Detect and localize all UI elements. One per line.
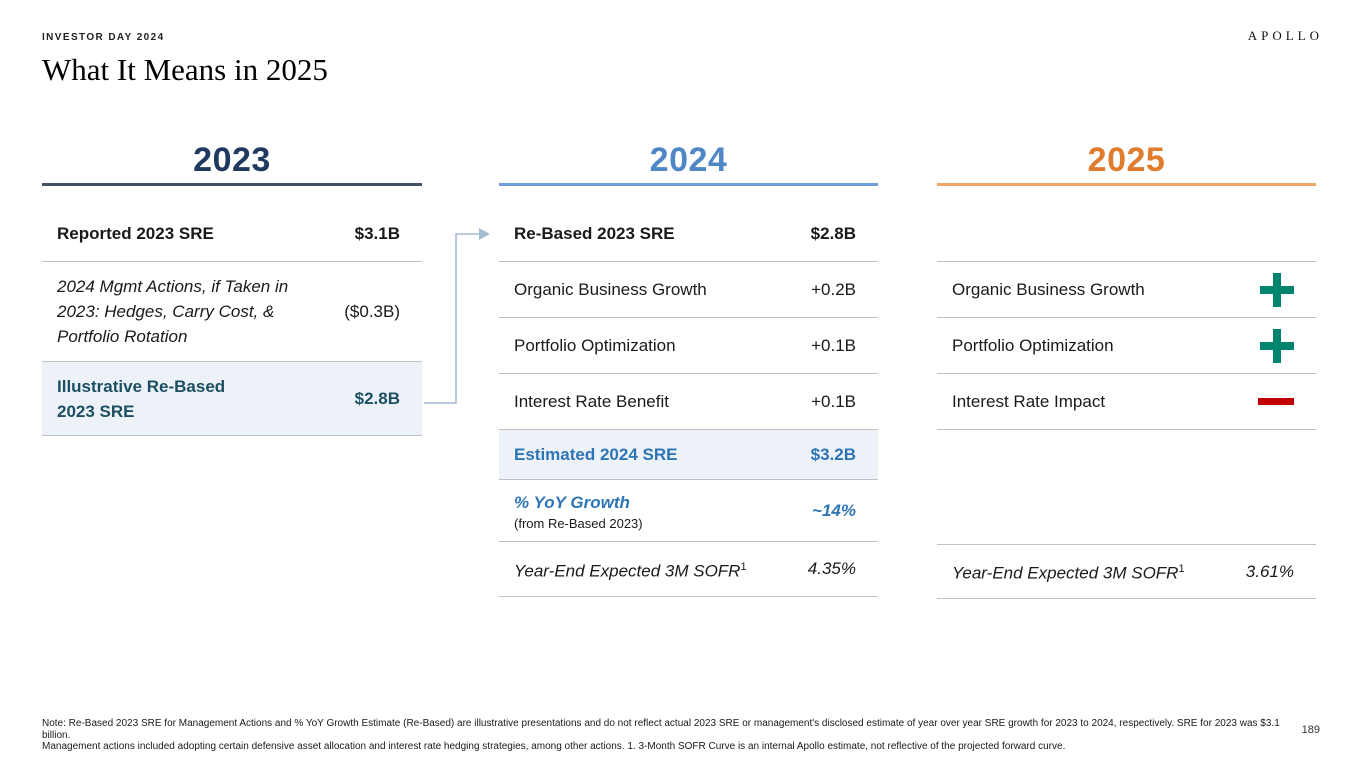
footnote-ref: 1 (1178, 563, 1185, 576)
row-label: Interest Rate Benefit (514, 392, 669, 411)
apollo-logo: APOLLO (1247, 28, 1323, 43)
plus-icon (1260, 328, 1294, 363)
row-organic-business-growth: Organic Business Growth +0.2B (499, 262, 878, 318)
row-label: Portfolio Optimization (952, 336, 1114, 355)
row-interest-rate-impact-2025: Interest Rate Impact (937, 374, 1316, 430)
footnote-line-1: Note: Re-Based 2023 SRE for Management A… (42, 718, 1280, 741)
column-2025-header: 2025 (937, 138, 1316, 186)
row-value: 3.61% (1245, 561, 1294, 581)
row-label: Year-End Expected 3M SOFR1 (514, 560, 747, 581)
row-value: $2.8B (810, 223, 856, 243)
row-illustrative-rebased-2023-sre: Illustrative Re-Based 2023 SRE $2.8B (42, 362, 422, 436)
row-yoy-growth: % YoY Growth (from Re-Based 2023) ~14% (499, 480, 878, 542)
row-value: +0.1B (811, 391, 856, 411)
row-value: $3.2B (810, 444, 856, 464)
row-value: ($0.3B) (344, 301, 400, 321)
row-label: Organic Business Growth (952, 280, 1145, 299)
row-value: ~14% (812, 500, 856, 520)
row-label: Interest Rate Impact (952, 392, 1106, 411)
page-title: What It Means in 2025 (42, 52, 328, 87)
eyebrow-investor-day: INVESTOR DAY 2024 (42, 32, 165, 43)
column-2024-header: 2024 (499, 138, 878, 186)
row-value: $2.8B (354, 388, 400, 408)
row-organic-business-growth-2025: Organic Business Growth (937, 262, 1316, 318)
row-portfolio-optimization: Portfolio Optimization +0.1B (499, 318, 878, 374)
row-label: Year-End Expected 3M SOFR1 (952, 563, 1185, 583)
row-label: Reported 2023 SRE (57, 224, 214, 243)
row-estimated-2024-sre: Estimated 2024 SRE $3.2B (499, 430, 878, 480)
footnote-ref: 1 (740, 560, 747, 573)
row-year-end-sofr-2025: Year-End Expected 3M SOFR1 3.61% (937, 544, 1316, 599)
row-label: Portfolio Optimization (514, 336, 676, 355)
row-empty (937, 206, 1316, 262)
row-value: 4.35% (807, 559, 856, 578)
row-value: $3.1B (354, 223, 400, 243)
footnote-line-2: Management actions included adopting cer… (42, 741, 1066, 752)
row-2024-mgmt-actions: 2024 Mgmt Actions, if Taken in 2023: Hed… (42, 262, 422, 362)
row-label: Estimated 2024 SRE (514, 445, 678, 464)
column-2025: 2025 Organic Business Growth Portfolio O… (937, 138, 1316, 599)
row-label: % YoY Growth (from Re-Based 2023) (514, 490, 643, 532)
flow-arrow (424, 228, 490, 404)
spacer (937, 430, 1316, 544)
row-portfolio-optimization-2025: Portfolio Optimization (937, 318, 1316, 374)
row-label: Re-Based 2023 SRE (514, 224, 675, 243)
row-interest-rate-benefit: Interest Rate Benefit +0.1B (499, 374, 878, 430)
column-2024: 2024 Re-Based 2023 SRE $2.8B Organic Bus… (499, 138, 878, 597)
row-value: +0.2B (811, 279, 856, 299)
row-label: Illustrative Re-Based 2023 SRE (57, 376, 226, 421)
row-reported-2023-sre: Reported 2023 SRE $3.1B (42, 206, 422, 262)
plus-icon (1260, 272, 1294, 307)
row-value: +0.1B (811, 335, 856, 355)
yoy-growth-sublabel: (from Re-Based 2023) (514, 515, 643, 531)
minus-icon (1258, 398, 1294, 405)
yoy-growth-label: % YoY Growth (514, 492, 630, 512)
row-rebased-2023-sre: Re-Based 2023 SRE $2.8B (499, 206, 878, 262)
column-2025-rows: Organic Business Growth Portfolio Optimi… (937, 206, 1316, 599)
row-label: 2024 Mgmt Actions, if Taken in 2023: Hed… (57, 277, 289, 346)
column-2023: 2023 Reported 2023 SRE $3.1B 2024 Mgmt A… (42, 138, 422, 436)
column-2024-rows: Re-Based 2023 SRE $2.8B Organic Business… (499, 206, 878, 597)
row-label: Organic Business Growth (514, 280, 707, 299)
column-2023-header: 2023 (42, 138, 422, 186)
footnote: Note: Re-Based 2023 SRE for Management A… (42, 718, 1287, 753)
page-number: 189 (1301, 724, 1320, 736)
column-2023-rows: Reported 2023 SRE $3.1B 2024 Mgmt Action… (42, 206, 422, 436)
row-year-end-sofr-2024: Year-End Expected 3M SOFR1 4.35% (499, 542, 878, 597)
